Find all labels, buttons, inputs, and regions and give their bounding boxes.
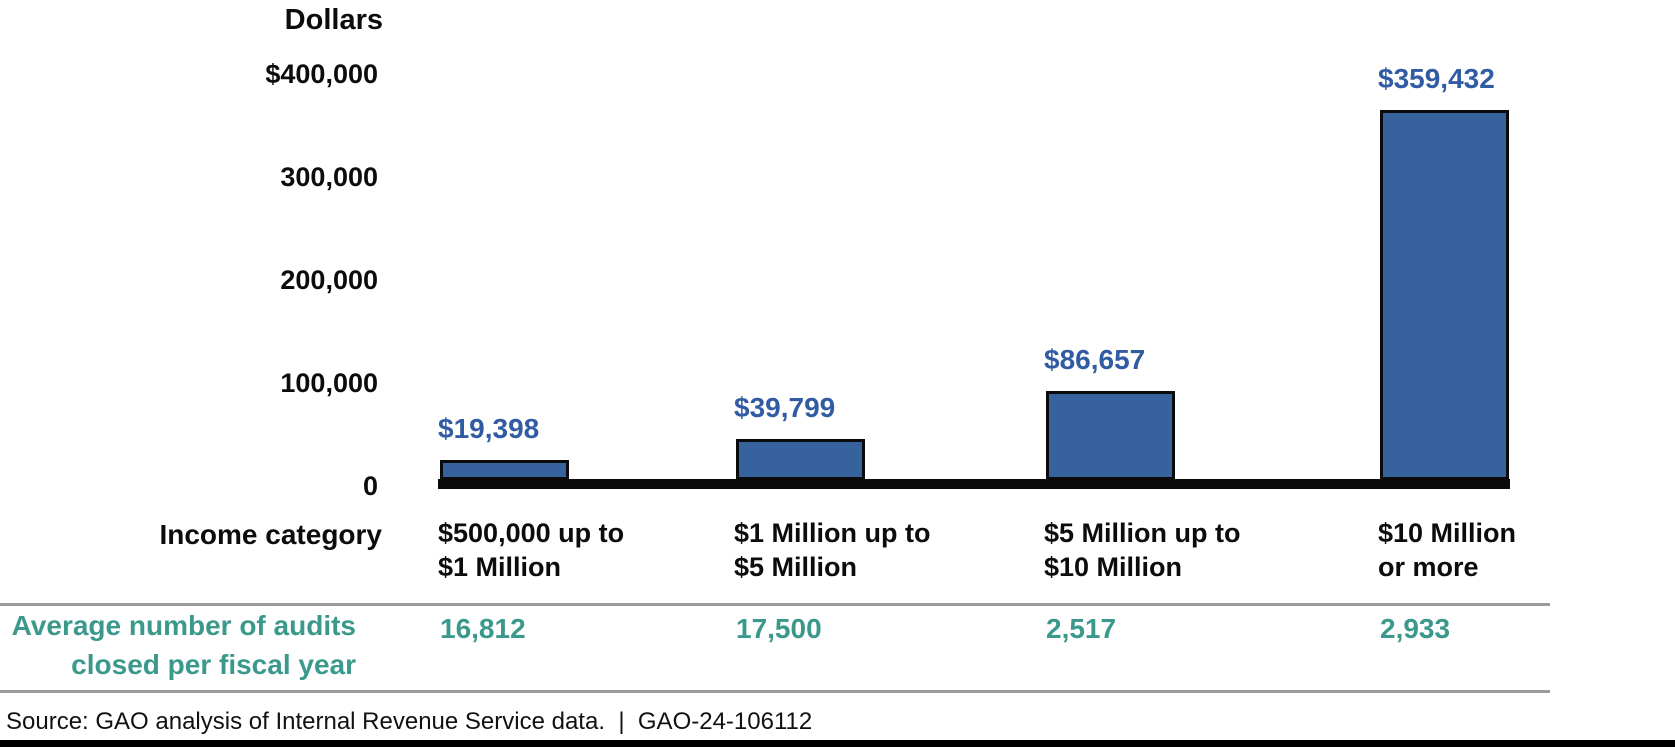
bar-value-label: $39,799 (734, 392, 836, 423)
separator-line-top (0, 603, 1550, 606)
audits-value: 16,812 (440, 613, 526, 644)
bar-value-label: $359,432 (1378, 63, 1495, 94)
category-label: $5 Million up to $10 Million (1044, 518, 1241, 582)
income-category-row-label: Income category (159, 519, 382, 550)
bar-1 (440, 460, 569, 480)
bar-value-label: $86,657 (1044, 344, 1146, 375)
separator-line-bottom (0, 690, 1550, 693)
source-note: Source: GAO analysis of Internal Revenue… (6, 708, 813, 735)
bar-4 (1380, 110, 1509, 480)
y-tick-label: 0 (362, 471, 378, 501)
bar-value-label: $19,398 (438, 413, 540, 444)
bar-2 (736, 439, 865, 480)
y-tick-label: 100,000 (280, 368, 378, 398)
category-label: $500,000 up to $1 Million (438, 518, 625, 582)
audits-value: 2,517 (1046, 613, 1117, 644)
audits-value: 2,933 (1380, 613, 1451, 644)
bottom-border-bar (0, 740, 1675, 747)
x-axis-line (438, 479, 1510, 489)
y-axis-title: Dollars (284, 4, 383, 36)
audits-row-label: Average number of audits closed per fisc… (11, 610, 356, 680)
y-tick-label: 200,000 (280, 265, 378, 295)
category-label: $10 Million or more (1378, 518, 1517, 582)
category-label: $1 Million up to $5 Million (734, 518, 931, 582)
bar-3 (1046, 391, 1175, 480)
y-tick-label: 300,000 (280, 162, 378, 192)
audits-value: 17,500 (736, 613, 822, 644)
y-tick-label: $400,000 (265, 59, 378, 89)
